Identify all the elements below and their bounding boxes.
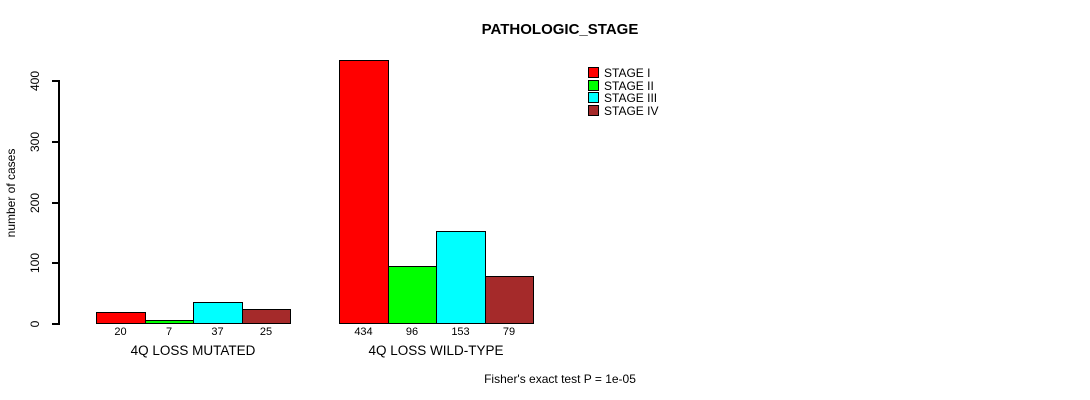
bar-value-label: 434 <box>354 326 373 338</box>
y-tick-label: 100 <box>28 252 42 274</box>
bar-value-label: 79 <box>502 326 516 338</box>
y-tick-label: 300 <box>28 131 42 153</box>
legend-swatch-stage-ii <box>588 80 599 91</box>
y-tick <box>52 323 59 325</box>
y-tick <box>52 141 59 143</box>
legend-swatch-stage-iii <box>588 92 599 103</box>
bar-stage-iv-4q-loss-wild-type <box>485 276 534 324</box>
bar-value-label: 20 <box>114 326 127 338</box>
legend-label-stage-iv: STAGE IV <box>604 104 659 118</box>
fisher-test-footnote: Fisher's exact test P = 1e-05 <box>484 372 636 386</box>
y-tick <box>52 202 59 204</box>
group-label-4q-loss-wild-type: 4Q LOSS WILD-TYPE <box>368 343 504 358</box>
y-tick-label: 200 <box>28 192 42 214</box>
bar-stage-i-4q-loss-wild-type <box>339 60 389 324</box>
y-tick-label: 400 <box>28 70 42 92</box>
bar-stage-ii-4q-loss-wild-type <box>388 266 437 324</box>
chart-title: PATHOLOGIC_STAGE <box>481 21 639 38</box>
bar-stage-iii-4q-loss-wild-type <box>436 231 486 324</box>
bar-value-label: 153 <box>451 326 470 338</box>
bar-value-label: 96 <box>405 326 419 338</box>
y-tick <box>52 80 59 82</box>
bar-stage-iii-4q-loss-mutated <box>193 302 243 324</box>
y-tick-label: 0 <box>28 320 42 328</box>
bar-value-label: 7 <box>165 326 173 338</box>
legend-label-stage-ii: STAGE II <box>604 79 654 93</box>
legend-swatch-stage-iv <box>588 105 599 116</box>
legend-label-stage-iii: STAGE III <box>604 91 658 105</box>
group-label-4q-loss-mutated: 4Q LOSS MUTATED <box>130 343 256 358</box>
bar-stage-ii-4q-loss-mutated <box>145 320 194 324</box>
bar-stage-iv-4q-loss-mutated <box>242 309 291 324</box>
legend-label-stage-i: STAGE I <box>604 66 651 80</box>
legend-swatch-stage-i <box>588 67 599 78</box>
bar-stage-i-4q-loss-mutated <box>96 312 146 324</box>
bar-value-label: 25 <box>259 326 273 338</box>
y-tick <box>52 262 59 264</box>
bar-value-label: 37 <box>211 326 224 338</box>
y-axis-title: number of cases <box>4 148 18 238</box>
